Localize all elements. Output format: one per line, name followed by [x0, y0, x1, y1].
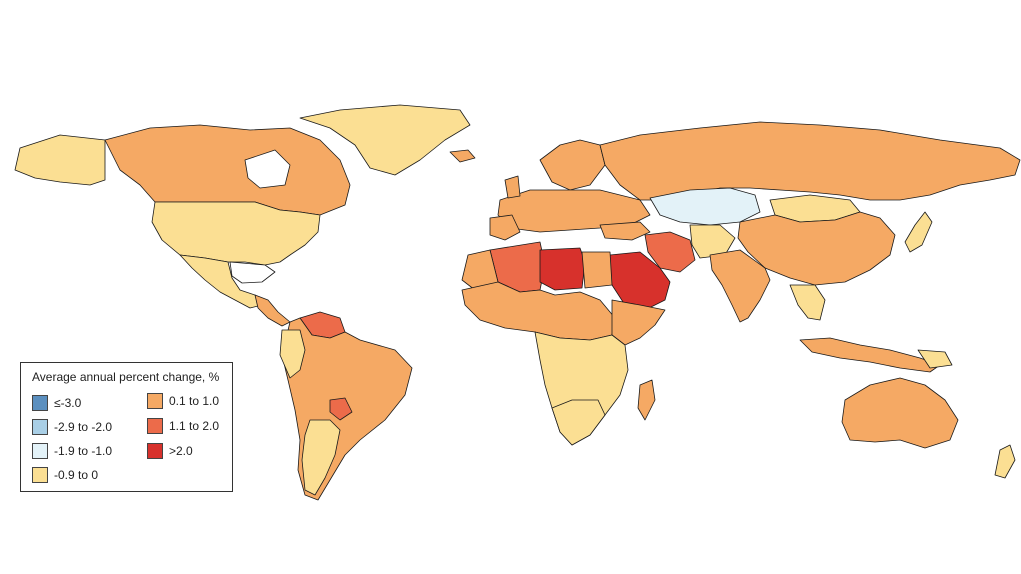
legend-item: 0.1 to 1.0 — [147, 393, 219, 409]
kazakhstan — [649, 187, 761, 226]
legend-swatch — [147, 443, 163, 459]
west-africa — [461, 281, 616, 341]
india — [709, 249, 771, 323]
libya — [539, 247, 586, 291]
china — [737, 211, 896, 286]
legend-item: 1.1 to 2.0 — [147, 418, 219, 434]
russia — [599, 121, 1021, 201]
new-zealand — [994, 444, 1016, 479]
southern-africa — [551, 399, 606, 446]
turkey — [599, 221, 651, 241]
legend-item: >2.0 — [147, 443, 193, 459]
map-legend: Average annual percent change, % ≤-3.0 -… — [20, 362, 233, 492]
paraguay — [329, 397, 353, 421]
legend-swatch — [147, 393, 163, 409]
legend-title: Average annual percent change, % — [32, 370, 220, 384]
iceland — [449, 149, 476, 163]
canada — [104, 124, 351, 216]
legend-swatch — [32, 395, 48, 411]
australia — [841, 377, 959, 449]
indonesia — [799, 337, 941, 373]
usa — [151, 201, 321, 266]
papua-new-guinea — [917, 349, 953, 369]
iberia — [489, 214, 521, 241]
iran — [644, 231, 696, 273]
madagascar — [637, 379, 656, 421]
legend-label: -0.9 to 0 — [54, 468, 99, 482]
japan — [904, 211, 933, 253]
uk — [504, 175, 521, 199]
legend-label: ≤-3.0 — [54, 396, 82, 410]
legend-item: -2.9 to -2.0 — [32, 419, 112, 435]
central-america — [254, 294, 291, 327]
alaska — [14, 134, 106, 186]
legend-item: -0.9 to 0 — [32, 467, 98, 483]
egypt — [581, 251, 613, 289]
legend-item: ≤-3.0 — [32, 395, 81, 411]
legend-label: -2.9 to -2.0 — [54, 420, 113, 434]
legend-swatch — [32, 419, 48, 435]
legend-swatch — [32, 443, 48, 459]
legend-item: -1.9 to -1.0 — [32, 443, 112, 459]
hudson-bay — [244, 149, 291, 189]
legend-label: 1.1 to 2.0 — [169, 419, 220, 433]
andean-region — [279, 329, 306, 379]
east-africa — [611, 299, 666, 346]
legend-label: -1.9 to -1.0 — [54, 444, 113, 458]
legend-swatch — [147, 418, 163, 434]
argentina — [301, 419, 341, 496]
greenland — [299, 104, 471, 176]
legend-label: 0.1 to 1.0 — [169, 394, 220, 408]
legend-swatch — [32, 467, 48, 483]
southeast-asia — [789, 284, 826, 321]
gulf-of-mexico — [229, 261, 276, 284]
scandinavia — [539, 139, 606, 191]
legend-label: >2.0 — [169, 444, 193, 458]
